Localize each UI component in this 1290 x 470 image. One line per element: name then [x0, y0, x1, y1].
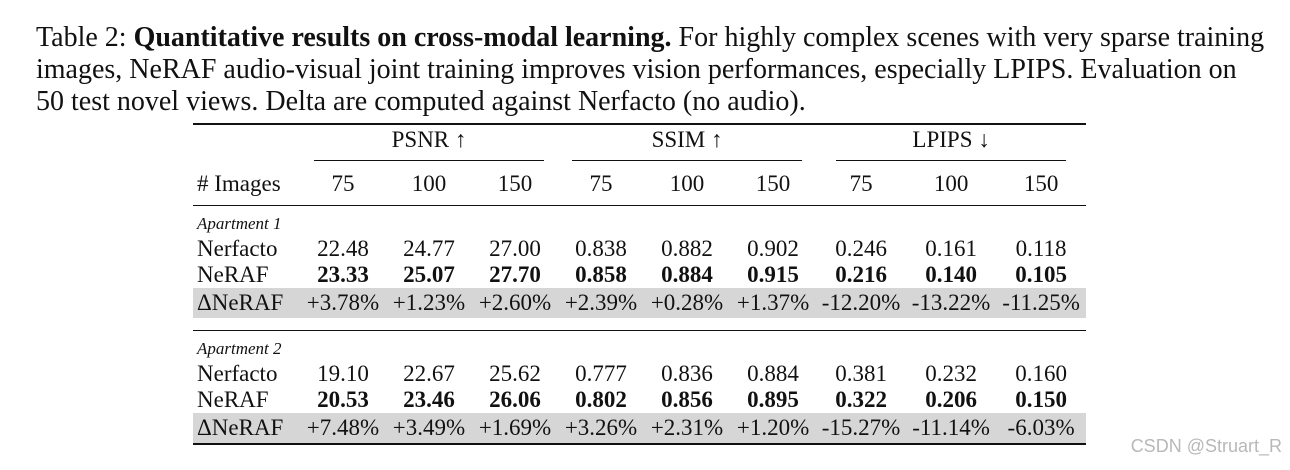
watermark: CSDN @Struart_R [1130, 436, 1282, 456]
results-table-wrapper: PSNR ↑ SSIM ↑ LPIPS ↓ # Images 75 100 15… [193, 123, 1087, 445]
table-row: Nerfacto 19.10 22.67 25.62 0.777 0.836 0… [193, 361, 1086, 387]
results-table: PSNR ↑ SSIM ↑ LPIPS ↓ # Images 75 100 15… [193, 123, 1087, 445]
cell: -12.20% [816, 288, 907, 318]
cell: -15.27% [816, 413, 907, 444]
col-header: 75 [589, 171, 613, 196]
table-row: NeRAF 20.53 23.46 26.06 0.802 0.856 0.89… [193, 387, 1086, 413]
cell: 25.07 [403, 262, 455, 287]
cell: +3.26% [558, 413, 645, 444]
cell: 22.48 [317, 236, 369, 261]
cell: 0.105 [1015, 262, 1067, 287]
cell: 0.118 [1015, 236, 1067, 261]
cell: 23.46 [403, 387, 455, 412]
col-header: 100 [411, 171, 447, 196]
group-psnr: PSNR ↑ [300, 124, 558, 163]
cell: 0.160 [1015, 361, 1067, 386]
cell: 0.802 [575, 387, 627, 412]
cell: 20.53 [317, 387, 369, 412]
section-label-row: Apartment 2 [193, 330, 1087, 362]
section-label: Apartment 1 [197, 214, 282, 233]
group-header-row: PSNR ↑ SSIM ↑ LPIPS ↓ [193, 124, 1087, 163]
cell: +3.78% [300, 288, 386, 318]
column-header-row: # Images 75 100 150 75 100 150 75 100 15… [193, 163, 1086, 206]
cell: +2.60% [472, 288, 559, 318]
row-name: NeRAF [197, 262, 269, 287]
cell: 25.62 [489, 361, 541, 386]
row-header-label: # Images [197, 171, 281, 196]
caption-body: For highly complex scenes with very spar… [36, 22, 1265, 117]
col-header: 75 [331, 171, 355, 196]
col-header: 100 [669, 171, 705, 196]
cell: 0.150 [1015, 387, 1067, 412]
cell: 0.884 [661, 262, 713, 287]
cell: +7.48% [300, 413, 386, 444]
section-label-row: Apartment 1 [193, 205, 1087, 237]
row-name: Nerfacto [197, 361, 278, 386]
row-name: NeRAF [197, 387, 269, 412]
cell: 26.06 [489, 387, 541, 412]
col-header: 75 [849, 171, 873, 196]
cell: 0.836 [661, 361, 713, 386]
col-header: 150 [755, 171, 791, 196]
cell: +2.39% [558, 288, 645, 318]
cell: 0.882 [661, 236, 713, 261]
cell: 0.161 [925, 236, 977, 261]
caption-lead: Table 2: [36, 22, 134, 53]
cell: -13.22% [906, 288, 997, 318]
cell: 0.140 [925, 262, 977, 287]
row-name: ΔNeRAF [193, 288, 300, 318]
cell: 0.381 [835, 361, 887, 386]
cell: +1.20% [730, 413, 817, 444]
cell: +1.37% [730, 288, 817, 318]
cell: 0.895 [747, 387, 799, 412]
row-name: ΔNeRAF [193, 413, 300, 444]
cell: 0.902 [747, 236, 799, 261]
col-header: 150 [497, 171, 533, 196]
cell: 27.70 [489, 262, 541, 287]
cell: 0.206 [925, 387, 977, 412]
cell: 24.77 [403, 236, 455, 261]
cell: 0.884 [747, 361, 799, 386]
group-lpips: LPIPS ↓ [816, 124, 1086, 163]
cell: +3.49% [386, 413, 472, 444]
cell: 0.777 [575, 361, 627, 386]
delta-row: ΔNeRAF +3.78% +1.23% +2.60% +2.39% +0.28… [193, 288, 1087, 318]
delta-row: ΔNeRAF +7.48% +3.49% +1.69% +3.26% +2.31… [193, 413, 1087, 444]
cell: 0.232 [925, 361, 977, 386]
section-label: Apartment 2 [197, 339, 282, 358]
caption-title: Quantitative results on cross-modal lear… [133, 22, 672, 53]
col-header: 150 [1023, 171, 1059, 196]
cell: +1.69% [472, 413, 559, 444]
table-row: Nerfacto 22.48 24.77 27.00 0.838 0.882 0… [193, 236, 1086, 262]
cell: 0.216 [835, 262, 887, 287]
cell: +1.23% [386, 288, 472, 318]
cell: 0.838 [575, 236, 627, 261]
cell: 27.00 [489, 236, 541, 261]
group-ssim: SSIM ↑ [558, 124, 816, 163]
cell: +2.31% [644, 413, 731, 444]
cell: 23.33 [317, 262, 369, 287]
table-row: NeRAF 23.33 25.07 27.70 0.858 0.884 0.91… [193, 262, 1086, 288]
cell: +0.28% [644, 288, 731, 318]
cell: 0.858 [575, 262, 627, 287]
table-caption: Table 2: Quantitative results on cross-m… [36, 22, 1266, 118]
cell: 22.67 [403, 361, 455, 386]
cell: 0.322 [835, 387, 887, 412]
cell: -11.25% [996, 288, 1087, 318]
cell: 19.10 [317, 361, 369, 386]
col-header: 100 [933, 171, 969, 196]
cell: 0.246 [835, 236, 887, 261]
row-name: Nerfacto [197, 236, 278, 261]
cell: 0.915 [747, 262, 799, 287]
cell: -11.14% [906, 413, 997, 444]
cell: -6.03% [996, 413, 1087, 444]
cell: 0.856 [661, 387, 713, 412]
